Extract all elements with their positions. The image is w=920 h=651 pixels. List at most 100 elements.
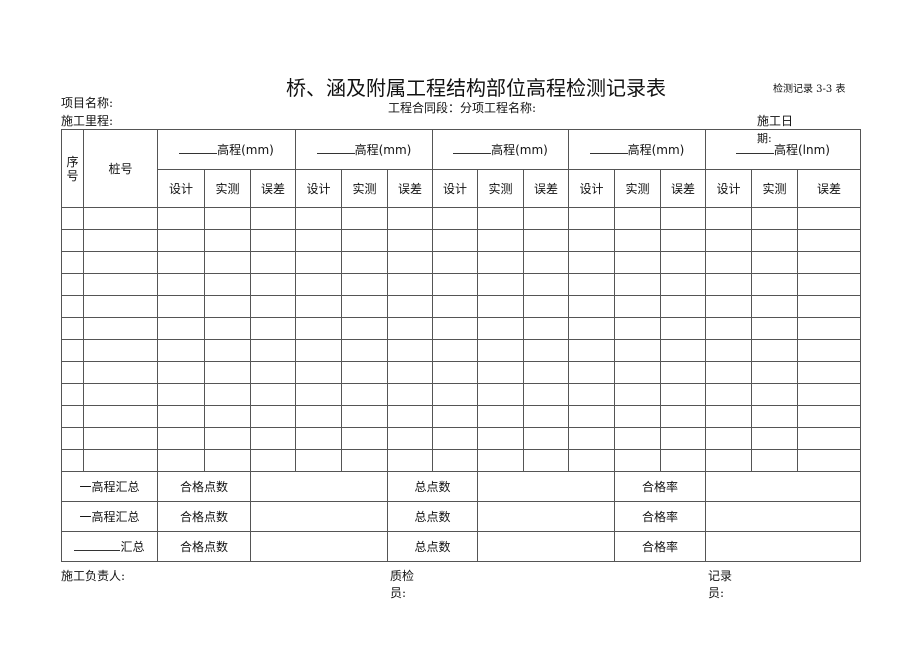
- data-cell[interactable]: [797, 207, 861, 230]
- data-cell[interactable]: [341, 317, 388, 340]
- data-cell[interactable]: [797, 295, 861, 318]
- pass-count-value[interactable]: [250, 501, 388, 532]
- data-cell[interactable]: [250, 405, 296, 428]
- data-cell[interactable]: [250, 295, 296, 318]
- data-cell[interactable]: [204, 207, 251, 230]
- data-cell[interactable]: [61, 383, 84, 406]
- data-cell[interactable]: [341, 251, 388, 274]
- data-cell[interactable]: [295, 339, 342, 362]
- data-cell[interactable]: [568, 295, 615, 318]
- data-cell[interactable]: [751, 317, 798, 340]
- data-cell[interactable]: [477, 229, 524, 252]
- data-cell[interactable]: [614, 207, 661, 230]
- data-cell[interactable]: [204, 449, 251, 472]
- data-cell[interactable]: [341, 207, 388, 230]
- data-cell[interactable]: [341, 383, 388, 406]
- data-cell[interactable]: [387, 405, 433, 428]
- data-cell[interactable]: [295, 405, 342, 428]
- data-cell[interactable]: [432, 273, 478, 296]
- data-cell[interactable]: [295, 427, 342, 450]
- data-cell[interactable]: [751, 449, 798, 472]
- data-cell[interactable]: [157, 295, 205, 318]
- data-cell[interactable]: [387, 273, 433, 296]
- data-cell[interactable]: [797, 229, 861, 252]
- data-cell[interactable]: [295, 251, 342, 274]
- data-cell[interactable]: [83, 361, 158, 384]
- data-cell[interactable]: [568, 449, 615, 472]
- pass-count-value[interactable]: [250, 531, 388, 562]
- data-cell[interactable]: [751, 339, 798, 362]
- data-cell[interactable]: [751, 405, 798, 428]
- data-cell[interactable]: [568, 251, 615, 274]
- data-cell[interactable]: [660, 317, 706, 340]
- data-cell[interactable]: [432, 251, 478, 274]
- data-cell[interactable]: [797, 405, 861, 428]
- pass-rate-value[interactable]: [705, 501, 861, 532]
- data-cell[interactable]: [751, 383, 798, 406]
- data-cell[interactable]: [477, 427, 524, 450]
- data-cell[interactable]: [83, 449, 158, 472]
- data-cell[interactable]: [568, 405, 615, 428]
- data-cell[interactable]: [341, 405, 388, 428]
- data-cell[interactable]: [797, 427, 861, 450]
- data-cell[interactable]: [432, 405, 478, 428]
- data-cell[interactable]: [250, 339, 296, 362]
- data-cell[interactable]: [250, 449, 296, 472]
- total-count-value[interactable]: [477, 501, 615, 532]
- data-cell[interactable]: [83, 295, 158, 318]
- data-cell[interactable]: [204, 339, 251, 362]
- data-cell[interactable]: [797, 449, 861, 472]
- data-cell[interactable]: [614, 405, 661, 428]
- data-cell[interactable]: [387, 427, 433, 450]
- data-cell[interactable]: [660, 295, 706, 318]
- data-cell[interactable]: [157, 339, 205, 362]
- data-cell[interactable]: [432, 427, 478, 450]
- data-cell[interactable]: [660, 273, 706, 296]
- data-cell[interactable]: [660, 251, 706, 274]
- data-cell[interactable]: [387, 449, 433, 472]
- data-cell[interactable]: [705, 427, 752, 450]
- data-cell[interactable]: [568, 317, 615, 340]
- data-cell[interactable]: [660, 405, 706, 428]
- data-cell[interactable]: [797, 339, 861, 362]
- data-cell[interactable]: [61, 273, 84, 296]
- data-cell[interactable]: [432, 339, 478, 362]
- data-cell[interactable]: [432, 361, 478, 384]
- data-cell[interactable]: [83, 273, 158, 296]
- data-cell[interactable]: [477, 251, 524, 274]
- pass-rate-value[interactable]: [705, 471, 861, 502]
- data-cell[interactable]: [295, 361, 342, 384]
- data-cell[interactable]: [387, 207, 433, 230]
- data-cell[interactable]: [341, 449, 388, 472]
- data-cell[interactable]: [705, 405, 752, 428]
- data-cell[interactable]: [387, 317, 433, 340]
- data-cell[interactable]: [387, 251, 433, 274]
- data-cell[interactable]: [432, 383, 478, 406]
- data-cell[interactable]: [387, 229, 433, 252]
- data-cell[interactable]: [477, 273, 524, 296]
- data-cell[interactable]: [568, 383, 615, 406]
- data-cell[interactable]: [477, 207, 524, 230]
- data-cell[interactable]: [387, 361, 433, 384]
- data-cell[interactable]: [295, 383, 342, 406]
- data-cell[interactable]: [157, 317, 205, 340]
- data-cell[interactable]: [523, 317, 569, 340]
- total-count-value[interactable]: [477, 471, 615, 502]
- data-cell[interactable]: [157, 229, 205, 252]
- data-cell[interactable]: [250, 229, 296, 252]
- pass-count-value[interactable]: [250, 471, 388, 502]
- data-cell[interactable]: [568, 229, 615, 252]
- data-cell[interactable]: [614, 273, 661, 296]
- data-cell[interactable]: [523, 339, 569, 362]
- data-cell[interactable]: [705, 361, 752, 384]
- data-cell[interactable]: [61, 251, 84, 274]
- data-cell[interactable]: [341, 229, 388, 252]
- data-cell[interactable]: [61, 427, 84, 450]
- data-cell[interactable]: [61, 295, 84, 318]
- data-cell[interactable]: [387, 339, 433, 362]
- data-cell[interactable]: [614, 251, 661, 274]
- data-cell[interactable]: [751, 251, 798, 274]
- data-cell[interactable]: [432, 295, 478, 318]
- data-cell[interactable]: [614, 317, 661, 340]
- data-cell[interactable]: [523, 383, 569, 406]
